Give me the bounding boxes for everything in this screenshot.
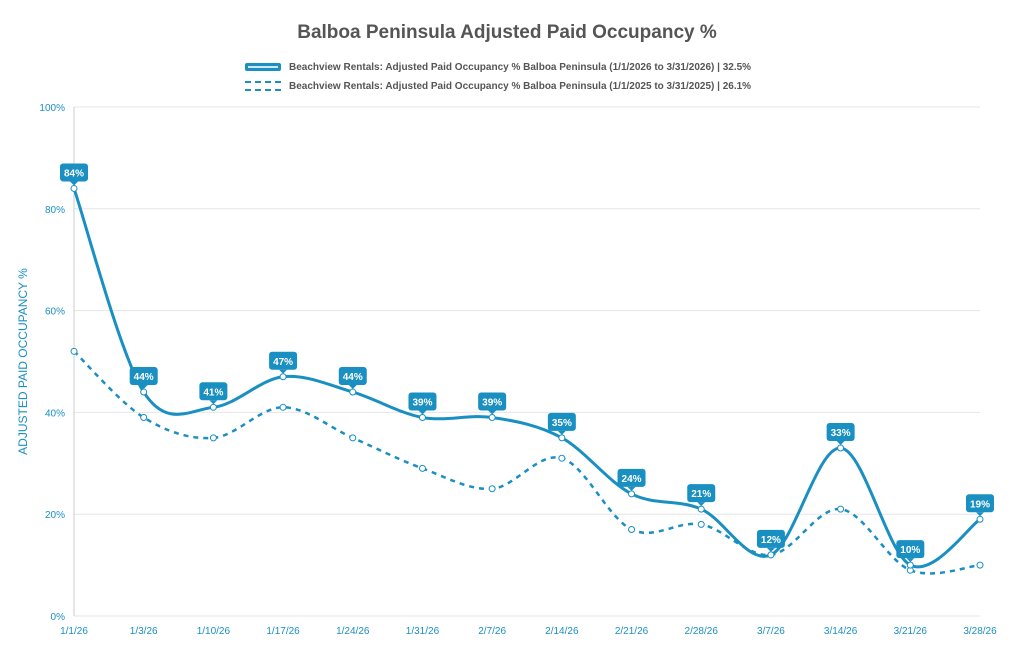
data-point-prior bbox=[697, 520, 705, 528]
chart-title: Balboa Peninsula Adjusted Paid Occupancy… bbox=[297, 22, 717, 43]
data-label-box bbox=[199, 382, 228, 401]
legend-swatch-dashed bbox=[245, 81, 281, 91]
data-label: 84% bbox=[64, 168, 84, 179]
x-tick-label: 1/1/26 bbox=[60, 626, 88, 637]
y-tick-label: 100% bbox=[39, 103, 65, 114]
data-label-box bbox=[966, 494, 994, 513]
data-point-current bbox=[767, 551, 775, 559]
y-tick-label: 60% bbox=[45, 307, 65, 318]
data-point-prior bbox=[140, 413, 148, 421]
y-tick-label: 20% bbox=[45, 510, 65, 521]
data-point-current bbox=[488, 413, 496, 421]
data-label-box bbox=[896, 540, 925, 559]
data-label: 44% bbox=[134, 372, 154, 383]
y-axis-title: ADJUSTED PAID OCCUPANCY % bbox=[16, 268, 30, 455]
x-tick-label: 3/7/26 bbox=[757, 626, 785, 637]
series-line-current bbox=[72, 187, 981, 569]
x-tick-label: 1/24/26 bbox=[336, 626, 370, 637]
data-label: 21% bbox=[691, 489, 711, 500]
x-tick-label: 3/28/26 bbox=[963, 626, 997, 637]
data-label: 24% bbox=[622, 474, 642, 485]
x-tick-label: 1/31/26 bbox=[406, 626, 440, 637]
data-label-pointer bbox=[766, 547, 775, 552]
x-tick-label: 2/14/26 bbox=[545, 626, 579, 637]
data-label-box bbox=[269, 351, 298, 370]
data-label-box bbox=[60, 163, 88, 182]
data-label-box bbox=[129, 367, 158, 386]
data-label-pointer bbox=[139, 385, 148, 390]
x-tick-label: 1/17/26 bbox=[266, 626, 300, 637]
data-point-current bbox=[209, 403, 217, 411]
data-point-current bbox=[279, 373, 287, 381]
data-point-current bbox=[906, 561, 914, 569]
x-tick-label: 2/21/26 bbox=[615, 626, 649, 637]
legend-item-prior[interactable]: Beachview Rentals: Adjusted Paid Occupan… bbox=[245, 78, 751, 94]
data-point-prior bbox=[209, 434, 217, 442]
y-tick-label: 0% bbox=[51, 612, 66, 623]
data-point-current bbox=[837, 444, 845, 452]
data-label-box bbox=[408, 392, 437, 411]
legend-item-current[interactable]: Beachview Rentals: Adjusted Paid Occupan… bbox=[245, 59, 751, 75]
data-label-pointer bbox=[488, 410, 497, 415]
data-label: 47% bbox=[273, 357, 293, 368]
data-label-pointer bbox=[348, 385, 357, 390]
data-point-current bbox=[628, 490, 636, 498]
data-point-current bbox=[140, 388, 148, 396]
data-label-pointer bbox=[209, 400, 218, 405]
y-tick-label: 40% bbox=[45, 408, 65, 419]
data-label-pointer bbox=[906, 558, 915, 563]
data-label-pointer bbox=[557, 430, 566, 435]
data-point-prior bbox=[488, 485, 496, 493]
data-point-current bbox=[349, 388, 357, 396]
data-label-pointer bbox=[627, 486, 636, 491]
x-tick-label: 3/14/26 bbox=[824, 626, 858, 637]
data-label: 10% bbox=[900, 545, 920, 556]
data-label-pointer bbox=[418, 410, 427, 415]
data-label-box bbox=[547, 412, 576, 431]
data-label-box bbox=[756, 529, 785, 548]
data-point-current bbox=[697, 505, 705, 513]
data-label: 35% bbox=[552, 418, 572, 429]
data-point-prior bbox=[70, 347, 78, 355]
data-label-pointer bbox=[976, 512, 984, 517]
x-tick-label: 2/7/26 bbox=[478, 626, 506, 637]
data-label: 12% bbox=[761, 535, 781, 546]
data-label: 19% bbox=[970, 499, 990, 510]
data-label-box bbox=[338, 367, 367, 386]
legend-label-current: Beachview Rentals: Adjusted Paid Occupan… bbox=[289, 61, 752, 73]
data-label-box bbox=[478, 392, 507, 411]
data-point-prior bbox=[418, 464, 426, 472]
data-label-box bbox=[617, 468, 646, 487]
data-point-prior bbox=[628, 525, 636, 533]
x-tick-label: 2/28/26 bbox=[685, 626, 719, 637]
data-label: 33% bbox=[831, 428, 851, 439]
data-label-pointer bbox=[697, 502, 706, 507]
data-point-prior bbox=[976, 561, 984, 569]
data-point-current bbox=[558, 434, 566, 442]
x-tick-label: 3/21/26 bbox=[894, 626, 928, 637]
x-tick-label: 1/3/26 bbox=[130, 626, 158, 637]
data-label: 39% bbox=[412, 397, 432, 408]
data-label-pointer bbox=[836, 441, 845, 446]
data-label: 41% bbox=[203, 387, 223, 398]
data-point-current bbox=[418, 413, 426, 421]
data-label: 39% bbox=[482, 397, 502, 408]
x-tick-label: 1/10/26 bbox=[197, 626, 231, 637]
legend-label-prior: Beachview Rentals: Adjusted Paid Occupan… bbox=[289, 80, 752, 92]
data-point-prior bbox=[349, 434, 357, 442]
data-label-box bbox=[826, 423, 855, 442]
data-point-prior bbox=[558, 454, 566, 462]
legend-swatch-solid bbox=[245, 63, 281, 71]
data-point-prior bbox=[837, 505, 845, 513]
data-point-current bbox=[976, 515, 984, 523]
data-label-box bbox=[687, 484, 716, 503]
data-point-prior bbox=[279, 403, 287, 411]
data-label: 44% bbox=[343, 372, 363, 383]
data-label-pointer bbox=[70, 181, 78, 186]
data-point-current bbox=[70, 184, 78, 192]
data-label-pointer bbox=[279, 369, 288, 374]
y-tick-label: 80% bbox=[45, 205, 65, 216]
